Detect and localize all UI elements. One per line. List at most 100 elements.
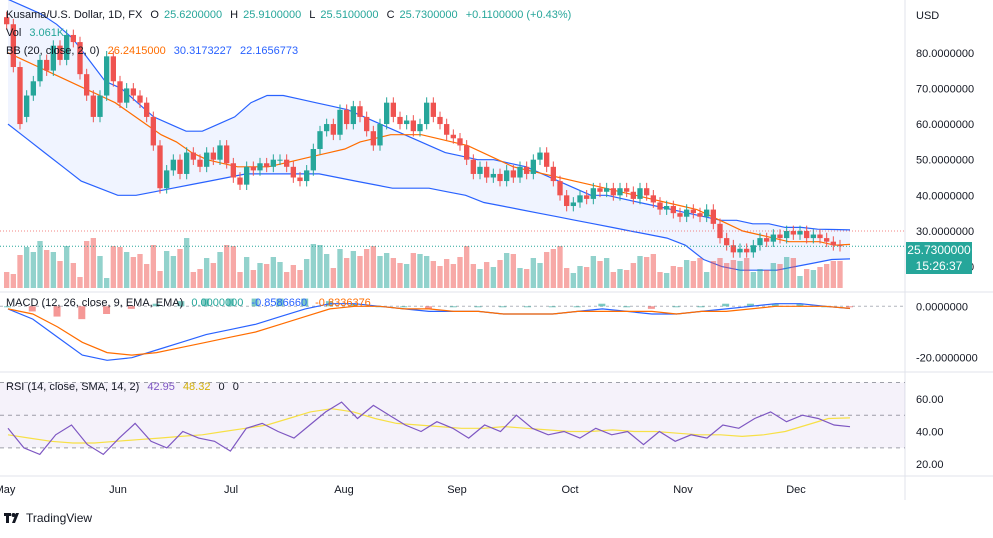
macd-label[interactable]: MACD (12, 26, close, 9, EMA, EMA): [6, 297, 184, 309]
candle-body: [237, 177, 243, 185]
price-tick-label: 70.0000000: [916, 83, 974, 95]
macd-histogram-bar: [78, 306, 86, 320]
candle-body: [404, 120, 410, 125]
volume-bar: [650, 254, 656, 288]
volume-bar: [544, 252, 550, 288]
candle-body: [710, 209, 716, 224]
candle-body: [530, 159, 536, 174]
volume-bar: [210, 263, 216, 288]
volume-bar: [157, 271, 163, 288]
volume-bar: [150, 245, 156, 288]
rsi-ma-value: 48.32: [182, 381, 211, 393]
candle-body: [37, 59, 43, 82]
tradingview-branding[interactable]: TradingView: [4, 511, 92, 525]
candle-body: [217, 145, 223, 160]
time-tick-label: Jun: [109, 484, 127, 496]
candle-body: [410, 120, 416, 132]
macd-histogram-bar: [499, 306, 507, 308]
volume-bar: [730, 260, 736, 288]
candle-body: [124, 88, 130, 103]
volume-bar: [590, 256, 596, 288]
bb-label[interactable]: BB (20, close, 2, 0): [6, 45, 100, 57]
high-label: H: [230, 9, 239, 21]
bb-basis-value: 26.2415000: [107, 45, 166, 57]
candle-body: [577, 195, 583, 203]
volume-bar: [130, 257, 136, 288]
candle-body: [804, 230, 810, 239]
candle-body: [557, 181, 563, 196]
macd-histogram-bar: [251, 298, 259, 307]
macd-histogram-bar: [177, 301, 185, 307]
candle-body: [310, 149, 316, 171]
rsi-pane: [0, 382, 905, 456]
volume-bar: [724, 263, 730, 288]
macd-histogram-bar: [400, 306, 408, 308]
macd-pane: [0, 298, 905, 361]
volume-bar: [837, 260, 843, 288]
macd-histogram-bar: [573, 306, 581, 308]
time-tick-label: Oct: [561, 484, 578, 496]
volume-bar: [657, 272, 663, 288]
candle-body: [590, 188, 596, 199]
candle-body: [437, 116, 443, 125]
candle-body: [204, 152, 210, 167]
bb-upper-value: 30.3173227: [173, 45, 232, 57]
volume-bar: [464, 246, 470, 288]
candle-body: [610, 188, 616, 196]
bollinger-bands: [7, 0, 851, 271]
volume-bar: [170, 256, 176, 288]
volume-bar: [470, 264, 476, 288]
rsi-value: 42.95: [147, 381, 175, 393]
low-value: 25.5100000: [320, 9, 379, 21]
macd-histogram-bar: [103, 306, 111, 314]
volume-value: 3.061K: [29, 27, 65, 39]
close-value: 25.7300000: [399, 9, 458, 21]
volume-bar: [697, 258, 703, 288]
macd-histogram-bar: [474, 306, 482, 308]
close-label: C: [386, 9, 395, 21]
volume-bar: [790, 258, 796, 288]
volume-bar: [430, 261, 436, 288]
candle-body: [150, 116, 156, 146]
candle-body: [50, 45, 56, 71]
macd-histogram-bar: [202, 298, 210, 307]
candle-body: [57, 45, 63, 60]
candle-body: [824, 238, 830, 242]
macd-histogram-bar: [28, 306, 36, 312]
candle-body: [744, 248, 750, 253]
volume-bar: [677, 267, 683, 288]
volume-bar: [90, 238, 96, 288]
volume-bar: [37, 241, 43, 288]
candle-body: [644, 188, 650, 196]
volume-bar: [404, 264, 410, 288]
volume-bar: [444, 259, 450, 288]
volume-bar: [624, 270, 630, 288]
volume-bar: [564, 268, 570, 288]
volume-bar: [704, 272, 710, 288]
volume-bar: [284, 272, 290, 288]
rsi-tick-label: 40.00: [916, 427, 944, 439]
volume-bar: [250, 270, 256, 288]
candle-body: [777, 234, 783, 239]
volume-bar: [304, 259, 310, 288]
volume-bar: [317, 245, 323, 288]
candle-body: [724, 238, 730, 246]
time-tick-label: May: [0, 484, 16, 496]
candle-body: [190, 152, 196, 160]
rsi-label[interactable]: RSI (14, close, SMA, 14, 2): [6, 381, 140, 393]
volume-bar: [364, 249, 370, 288]
symbol-title[interactable]: Kusama/U.S. Dollar, 1D, FX: [6, 9, 143, 21]
macd-histogram-bar: [846, 306, 853, 308]
candle-body: [617, 188, 623, 196]
volume-bar: [644, 257, 650, 288]
volume-label[interactable]: Vol: [6, 27, 22, 39]
candle-body: [70, 34, 76, 43]
volume-bar: [457, 257, 463, 288]
volume-bar: [597, 261, 603, 288]
candle-body: [810, 234, 816, 239]
candle-body: [677, 213, 683, 217]
rsi-extra-2: 0: [232, 381, 239, 393]
candle-body: [357, 106, 363, 117]
volume-bar: [530, 258, 536, 288]
